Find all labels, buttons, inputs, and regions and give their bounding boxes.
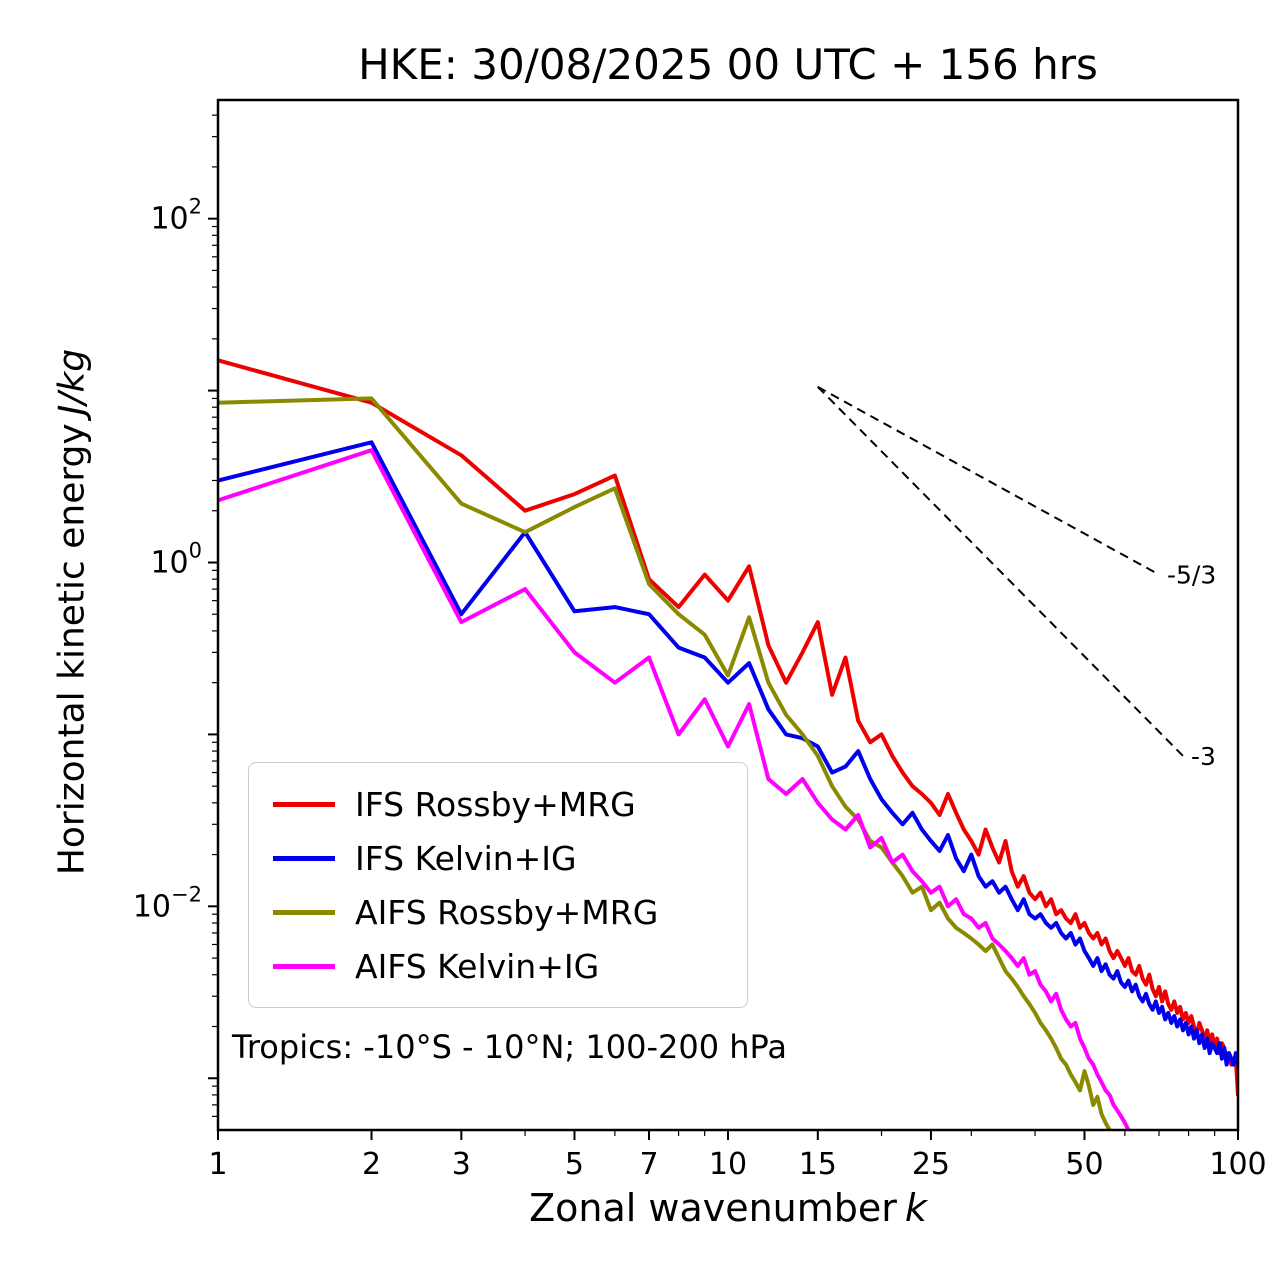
x-axis-label-text: Zonal wavenumber xyxy=(529,1186,897,1230)
legend-label: IFS Rossby+MRG xyxy=(355,784,636,824)
svg-text:1: 1 xyxy=(208,1147,227,1182)
y-axis-label-units: J/kg xyxy=(51,348,93,416)
svg-text:-3: -3 xyxy=(1191,742,1216,771)
svg-text:50: 50 xyxy=(1065,1147,1103,1182)
y-axis-label-text: Horizontal kinetic energy xyxy=(51,423,93,876)
legend-item-ifs-kelvin-ig: IFS Kelvin+IG xyxy=(259,831,737,885)
legend-label: AIFS Kelvin+IG xyxy=(355,946,600,986)
svg-text:5: 5 xyxy=(565,1147,584,1182)
legend: IFS Rossby+MRG IFS Kelvin+IG AIFS Rossby… xyxy=(248,762,748,1008)
x-axis-label: Zonal wavenumber k xyxy=(218,1186,1238,1230)
chart-title: HKE: 30/08/2025 00 UTC + 156 hrs xyxy=(358,40,1098,89)
svg-text:10−2: 10−2 xyxy=(133,882,202,924)
legend-label: AIFS Rossby+MRG xyxy=(355,892,659,932)
svg-text:100: 100 xyxy=(1209,1147,1266,1182)
svg-text:15: 15 xyxy=(799,1147,837,1182)
svg-text:2: 2 xyxy=(362,1147,381,1182)
svg-text:25: 25 xyxy=(912,1147,950,1182)
svg-text:100: 100 xyxy=(150,538,202,580)
legend-swatch-blue xyxy=(273,855,335,861)
legend-swatch-magenta xyxy=(273,963,335,969)
region-annotation: Tropics: -10°S - 10°N; 100-200 hPa xyxy=(232,1028,787,1066)
svg-text:3: 3 xyxy=(452,1147,471,1182)
svg-text:102: 102 xyxy=(150,195,202,237)
legend-item-aifs-rossby-mrg: AIFS Rossby+MRG xyxy=(259,885,737,939)
legend-item-ifs-rossby-mrg: IFS Rossby+MRG xyxy=(259,777,737,831)
x-axis-label-var: k xyxy=(904,1186,927,1230)
legend-swatch-olive xyxy=(273,909,335,915)
legend-item-aifs-kelvin-ig: AIFS Kelvin+IG xyxy=(259,939,737,993)
legend-label: IFS Kelvin+IG xyxy=(355,838,577,878)
svg-text:10: 10 xyxy=(709,1147,747,1182)
y-axis-label: Horizontal kinetic energy J/kg xyxy=(52,349,93,875)
svg-text:-5/3: -5/3 xyxy=(1167,561,1216,590)
legend-swatch-red xyxy=(273,801,335,807)
svg-text:7: 7 xyxy=(639,1147,658,1182)
